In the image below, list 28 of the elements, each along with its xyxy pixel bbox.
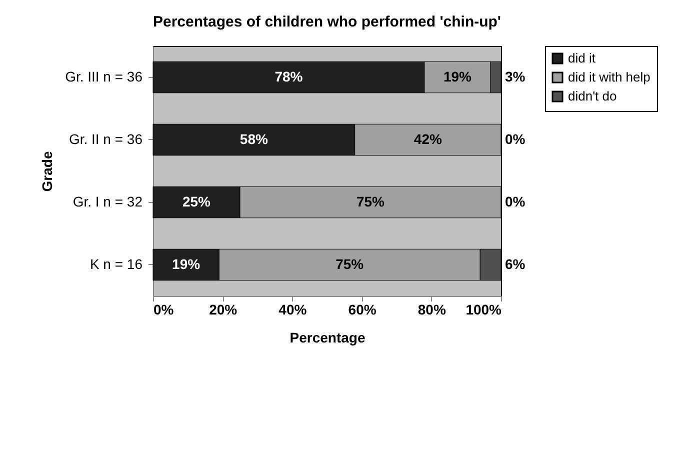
- x-tick-label: 20%: [209, 302, 238, 318]
- x-tick-label: 0%: [154, 302, 174, 318]
- x-axis-title: Percentage: [290, 330, 366, 346]
- x-tick-label: 100%: [466, 302, 502, 318]
- data-label: 25%: [182, 193, 212, 210]
- x-tick-label: 80%: [418, 302, 446, 318]
- y-axis-title: Grade: [39, 151, 56, 192]
- chart-title: Percentages of children who performed 'chin-up': [152, 14, 502, 30]
- legend-label: did it with help: [568, 70, 650, 84]
- data-label: 75%: [336, 256, 364, 272]
- data-label: 58%: [240, 130, 268, 147]
- data-label: 6%: [505, 256, 526, 272]
- y-tick-label: K n = 16: [90, 256, 143, 272]
- data-label: 0%: [505, 193, 526, 210]
- legend-label: did it: [568, 50, 596, 66]
- data-label: 78%: [274, 68, 304, 84]
- y-tick-label: Gr. I n = 32: [72, 193, 143, 210]
- data-label: 75%: [356, 193, 386, 210]
- x-tick-label: 60%: [348, 302, 377, 318]
- data-label: 19%: [443, 68, 472, 84]
- x-tick-label: 40%: [278, 302, 308, 318]
- data-label: 3%: [505, 68, 526, 84]
- data-label: 0%: [505, 130, 526, 147]
- y-tick-label: Gr. III n = 36: [65, 68, 143, 84]
- data-label: 19%: [172, 256, 201, 272]
- legend-label: didn't do: [568, 88, 617, 104]
- y-tick-label: Gr. II n = 36: [68, 130, 143, 147]
- data-label: 42%: [414, 130, 442, 147]
